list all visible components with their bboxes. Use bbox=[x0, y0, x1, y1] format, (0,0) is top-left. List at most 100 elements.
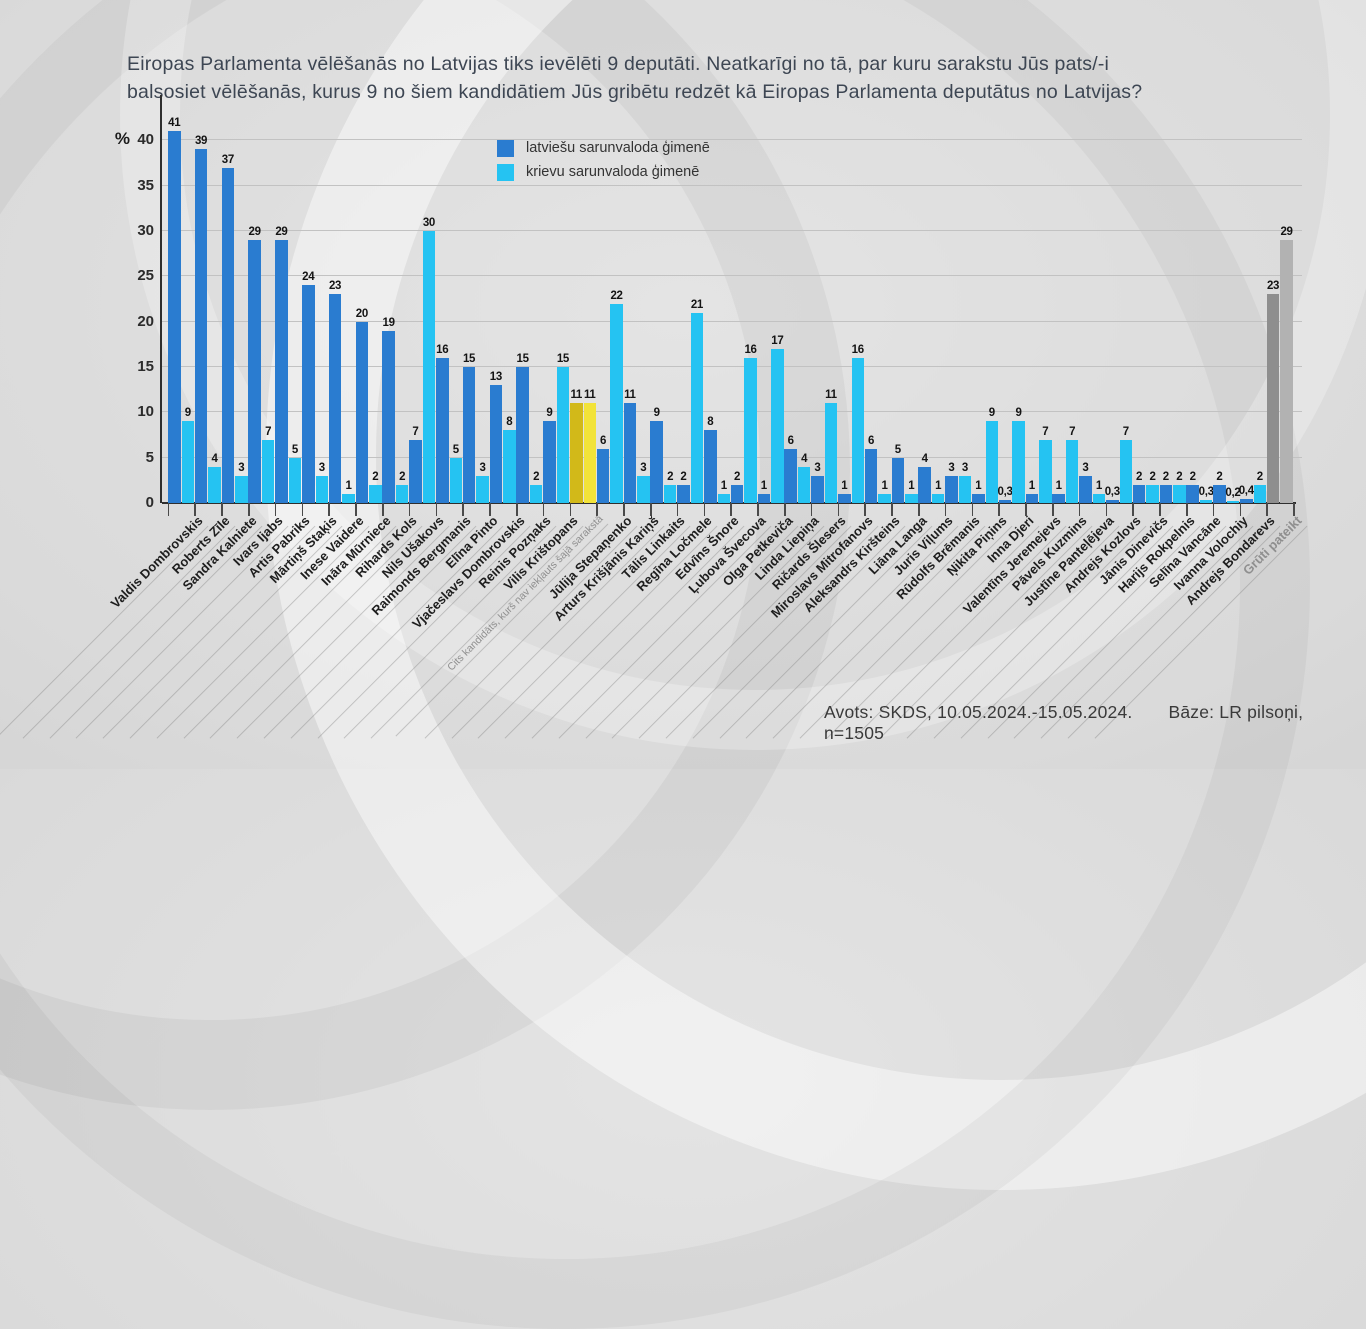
bar-series1 bbox=[1132, 484, 1146, 503]
y-tick-label: 30 bbox=[137, 222, 154, 239]
bar-value-label: 1 bbox=[1055, 479, 1062, 492]
bar-series1 bbox=[998, 500, 1012, 503]
bar-series2 bbox=[422, 231, 436, 503]
y-tick-label: 10 bbox=[137, 403, 154, 421]
bar-series1 bbox=[972, 493, 985, 503]
bar-value-label: 0,3 bbox=[1198, 486, 1214, 499]
x-axis-tick bbox=[1025, 503, 1027, 516]
bar-series1 bbox=[462, 367, 476, 503]
bar-series1 bbox=[757, 493, 771, 503]
chart-layer: Eiropas Parlamenta vēlēšanās no Latvijas… bbox=[0, 50, 1308, 743]
bar-value-label: 19 bbox=[382, 316, 396, 329]
bar-value-label: 0,4 bbox=[1238, 485, 1254, 498]
x-axis-tick bbox=[864, 503, 866, 516]
chart-title: Eiropas Parlamenta vēlēšanās no Latvijas… bbox=[127, 50, 1277, 106]
bar-value-label: 30 bbox=[422, 217, 436, 229]
bar-series2 bbox=[235, 475, 248, 503]
y-tick-label: 5 bbox=[145, 448, 154, 466]
bar-series1 bbox=[194, 149, 208, 503]
bar-series1 bbox=[1240, 499, 1253, 503]
bar-series2 bbox=[503, 430, 516, 503]
bar-series1 bbox=[436, 357, 449, 503]
base-note: Bāze: LR pilsoņi, n=1505 bbox=[824, 702, 1304, 743]
bar-series2 bbox=[797, 466, 811, 503]
x-axis-tick bbox=[569, 503, 572, 516]
bar-series2 bbox=[1065, 439, 1079, 503]
bar-series1 bbox=[516, 367, 529, 503]
gridline bbox=[162, 411, 1302, 413]
x-axis-tick bbox=[435, 503, 438, 516]
x-axis-tick bbox=[676, 503, 679, 516]
bar-value-label: 11 bbox=[624, 389, 636, 402]
bar-value-label: 3 bbox=[1082, 461, 1089, 474]
y-tick-label: 0 bbox=[145, 494, 154, 511]
bar-value-label: 0,3 bbox=[997, 486, 1013, 499]
x-axis-tick bbox=[730, 503, 732, 516]
gridline bbox=[162, 184, 1302, 186]
bar-series2 bbox=[985, 421, 998, 503]
x-axis-tick bbox=[971, 503, 974, 516]
legend-swatch bbox=[497, 139, 514, 157]
bar-value-label: 5 bbox=[291, 443, 298, 456]
bar-value-label: 1 bbox=[1028, 479, 1035, 492]
y-tick-label: 15 bbox=[137, 358, 154, 375]
bar-value-label: 8 bbox=[506, 416, 513, 429]
bar-value-label: 1 bbox=[760, 479, 767, 492]
bar-series2 bbox=[637, 475, 650, 503]
bar-series2 bbox=[905, 493, 918, 503]
bar-series2 bbox=[395, 484, 409, 503]
bar-value-label: 3 bbox=[640, 461, 647, 474]
bar-value-label: 9 bbox=[653, 407, 660, 420]
bar-value-label: 23 bbox=[328, 280, 342, 293]
bar-value-label: 9 bbox=[988, 407, 995, 420]
bar-value-label: 9 bbox=[546, 407, 553, 420]
chart-title-line2: balsosiet vēlēšanās, kurus 9 no šiem kan… bbox=[127, 81, 1143, 103]
y-tick-label: 35 bbox=[137, 176, 154, 194]
bar-value-label: 2 bbox=[1216, 470, 1223, 483]
bar-value-label: 17 bbox=[771, 334, 784, 347]
x-axis-tick bbox=[489, 503, 491, 516]
bar-value-label: 3 bbox=[961, 461, 968, 474]
bar-series1 bbox=[1186, 484, 1199, 503]
bar-series2 bbox=[878, 493, 891, 503]
bar-series2 bbox=[690, 312, 704, 503]
bar-series1 bbox=[1079, 475, 1092, 503]
x-axis-tick bbox=[355, 503, 357, 516]
bar-series1 bbox=[838, 493, 851, 503]
bar-value-label: 39 bbox=[194, 135, 208, 148]
bar-series2 bbox=[931, 493, 945, 503]
bar-series2 bbox=[1173, 484, 1186, 503]
bar-series2 bbox=[261, 439, 275, 503]
bar-value-label: 23 bbox=[1266, 280, 1280, 293]
bar-value-label: 1 bbox=[935, 479, 942, 492]
bar-series2 bbox=[771, 348, 784, 503]
gridline bbox=[162, 139, 1302, 141]
bar-series2 bbox=[181, 421, 194, 503]
bar-series1 bbox=[302, 285, 315, 503]
bar-value-label: 16 bbox=[436, 343, 449, 356]
x-axis-tick bbox=[837, 503, 840, 516]
x-axis-tick bbox=[1266, 503, 1268, 516]
bar-value-label: 29 bbox=[275, 226, 288, 239]
bar-value-label: 2 bbox=[1176, 470, 1183, 483]
bar-series1 bbox=[489, 385, 503, 503]
bar-series2 bbox=[851, 357, 864, 503]
x-axis-tick bbox=[1052, 503, 1054, 516]
x-axis-tick bbox=[810, 503, 813, 516]
x-axis-tick bbox=[623, 503, 625, 516]
bar-series1 bbox=[1106, 500, 1119, 503]
x-axis-tick bbox=[382, 503, 384, 516]
bar-series2 bbox=[824, 403, 838, 503]
x-axis-tick bbox=[408, 503, 411, 516]
bar-series2 bbox=[476, 475, 489, 503]
plot-area: 41 9 39 4 37 3 29 7 29 5 24 3 23 1 20 2 19 2 7 30 16 5 15 3 13 8 1… bbox=[160, 95, 1302, 516]
bar-series2 bbox=[717, 493, 730, 503]
bar-series2 bbox=[556, 367, 570, 503]
bar-series2 bbox=[958, 475, 972, 503]
bar-value-label: 29 bbox=[248, 226, 262, 239]
legend-item-latvian: latviešu sarunvaloda ģimenē bbox=[497, 136, 710, 160]
bar-value-label: 2 bbox=[372, 470, 379, 483]
bar-series1 bbox=[945, 475, 958, 503]
bar-series2 bbox=[1012, 421, 1025, 503]
x-axis-tick bbox=[757, 503, 759, 516]
